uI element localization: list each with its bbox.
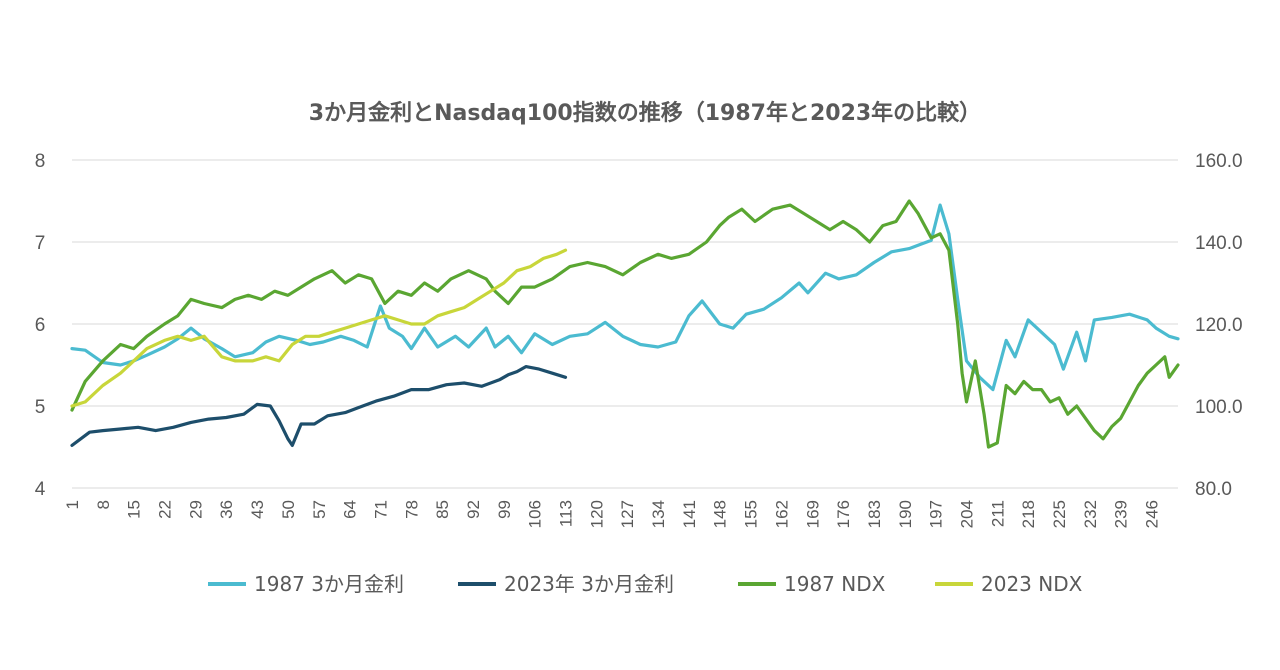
x-tick-label: 183 xyxy=(865,500,884,528)
y-right-tick-label: 100.0 xyxy=(1195,397,1243,418)
x-tick-label: 176 xyxy=(834,500,853,528)
x-tick-label: 92 xyxy=(464,500,483,519)
series-line-4 xyxy=(70,248,568,408)
x-tick-label: 43 xyxy=(248,500,267,519)
x-tick-label: 162 xyxy=(772,500,791,528)
x-tick-label: 113 xyxy=(557,500,576,527)
series-group xyxy=(70,199,1180,449)
legend-label: 1987 NDX xyxy=(784,572,886,596)
series-line-3 xyxy=(70,199,1180,449)
y-left-tick-label: 6 xyxy=(35,315,46,336)
x-tick-label: 204 xyxy=(957,500,976,528)
x-tick-label: 218 xyxy=(1019,500,1038,528)
y-left-tick-label: 8 xyxy=(35,151,46,172)
x-tick-label: 246 xyxy=(1143,500,1162,528)
x-tick-label: 71 xyxy=(371,500,390,519)
series-line-2 xyxy=(70,365,568,447)
x-tick-label: 1 xyxy=(63,500,82,509)
x-tick-label: 225 xyxy=(1050,500,1069,528)
x-tick-label: 211 xyxy=(988,500,1007,527)
x-tick-label: 15 xyxy=(125,500,144,519)
y-right-tick-label: 120.0 xyxy=(1195,315,1243,336)
y-left-tick-label: 7 xyxy=(35,233,46,254)
legend-label: 1987 3か月金利 xyxy=(254,572,404,596)
x-tick-label: 134 xyxy=(649,500,668,528)
x-tick-label: 29 xyxy=(186,500,205,519)
x-tick-label: 190 xyxy=(896,500,915,528)
y-left-tick-label: 5 xyxy=(35,397,46,418)
y-axis-right: 80.0 100.0 120.0 140.0 160.0 xyxy=(1195,151,1243,500)
x-tick-label: 141 xyxy=(680,500,699,528)
x-tick-label: 99 xyxy=(495,500,514,519)
x-tick-label: 85 xyxy=(433,500,452,519)
y-axis-left: 4 5 6 7 8 xyxy=(35,151,46,500)
legend-label: 2023 NDX xyxy=(981,572,1083,596)
x-tick-label: 239 xyxy=(1112,500,1131,528)
legend-label: 2023年 3か月金利 xyxy=(504,572,674,596)
x-tick-label: 148 xyxy=(711,500,730,528)
x-tick-label: 120 xyxy=(587,500,606,528)
legend: 1987 3か月金利 2023年 3か月金利 1987 NDX 2023 NDX xyxy=(208,572,1083,596)
x-tick-label: 127 xyxy=(618,500,637,528)
grid xyxy=(72,159,1178,489)
x-tick-label: 106 xyxy=(526,500,545,528)
x-axis: 1 8 15 22 29 36 43 50 57 64 71 78 85 92 99 106 113 120 127… xyxy=(63,500,1162,528)
x-tick-label: 22 xyxy=(156,500,175,519)
x-tick-label: 78 xyxy=(402,500,421,519)
y-right-tick-label: 80.0 xyxy=(1195,479,1232,500)
y-right-tick-label: 140.0 xyxy=(1195,233,1243,254)
y-left-tick-label: 4 xyxy=(35,479,46,500)
x-tick-label: 197 xyxy=(927,500,946,528)
y-right-tick-label: 160.0 xyxy=(1195,151,1243,172)
x-tick-label: 8 xyxy=(94,500,113,509)
x-tick-label: 169 xyxy=(803,500,822,528)
x-tick-label: 36 xyxy=(217,500,236,519)
series-line-1 xyxy=(70,203,1180,392)
x-tick-label: 50 xyxy=(279,500,298,519)
x-tick-label: 57 xyxy=(310,500,329,519)
x-tick-label: 232 xyxy=(1081,500,1100,528)
x-tick-label: 155 xyxy=(742,500,761,528)
x-tick-label: 64 xyxy=(341,500,360,519)
chart-title: 3か月金利とNasdaq100指数の推移（1987年と2023年の比較） xyxy=(309,100,981,126)
